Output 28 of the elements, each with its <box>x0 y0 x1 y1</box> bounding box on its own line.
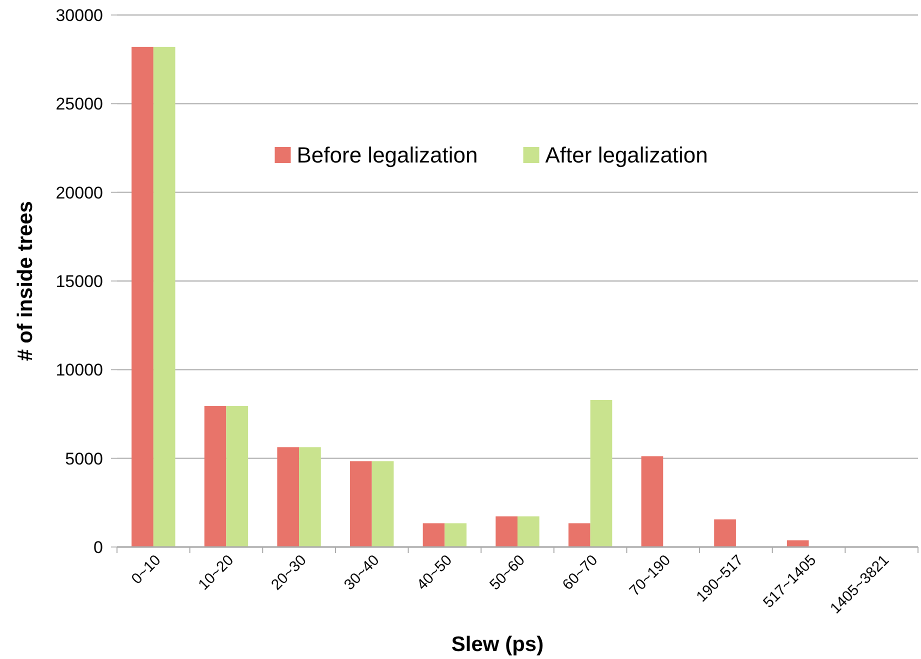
bar <box>422 523 445 547</box>
bar <box>153 46 176 547</box>
y-axis-title: # of inside trees <box>14 201 37 361</box>
legend-label: After legalization <box>545 142 708 168</box>
bar <box>132 46 154 547</box>
y-tick-label: 25000 <box>56 94 103 114</box>
x-axis-title: Slew (ps) <box>451 633 544 656</box>
bar <box>372 461 394 547</box>
y-tick-label: 5000 <box>65 449 103 468</box>
bar <box>299 447 321 547</box>
y-tick-label: 10000 <box>56 360 103 380</box>
y-tick-label: 20000 <box>56 183 103 202</box>
y-tick-label: 0 <box>94 538 103 557</box>
bar <box>204 406 226 547</box>
bar <box>714 519 736 547</box>
bar <box>350 461 372 547</box>
bar <box>590 400 612 547</box>
legend-label: Before legalization <box>296 142 478 168</box>
bar <box>568 523 590 547</box>
y-tick-label: 15000 <box>56 272 103 291</box>
bar <box>641 456 664 547</box>
bar <box>277 447 300 547</box>
y-tick-label: 30000 <box>56 6 103 25</box>
bar <box>496 516 518 547</box>
bar <box>518 516 540 547</box>
bar <box>226 406 248 547</box>
bar <box>786 540 809 547</box>
bar <box>444 523 467 547</box>
